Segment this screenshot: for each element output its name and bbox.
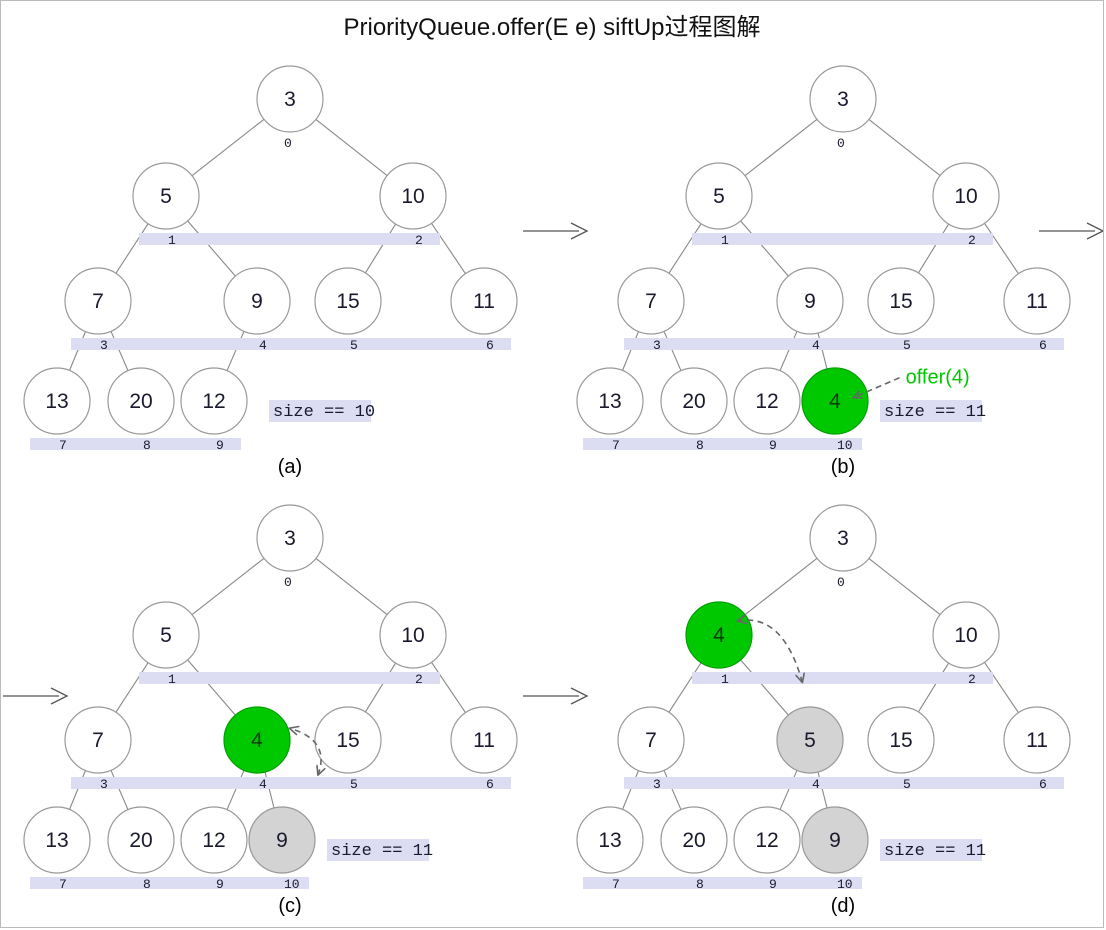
svg-text:7: 7 [645,290,657,313]
svg-text:3: 3 [653,777,661,792]
svg-text:size == 11: size == 11 [884,403,986,422]
svg-text:6: 6 [486,338,494,353]
svg-text:9: 9 [276,829,288,852]
svg-text:11: 11 [473,290,495,313]
svg-text:10: 10 [837,877,853,892]
svg-text:9: 9 [769,438,777,453]
svg-text:12: 12 [202,390,225,413]
svg-text:7: 7 [59,877,67,892]
svg-text:4: 4 [812,777,820,792]
svg-text:10: 10 [954,185,977,208]
svg-text:size == 10: size == 10 [273,403,375,422]
svg-text:11: 11 [1026,729,1048,752]
svg-text:8: 8 [143,877,151,892]
svg-text:13: 13 [45,829,68,852]
svg-text:4: 4 [251,729,263,752]
svg-text:size == 11: size == 11 [331,842,433,861]
svg-text:9: 9 [829,829,841,852]
svg-text:10: 10 [837,438,853,453]
svg-text:5: 5 [350,338,358,353]
svg-text:9: 9 [216,877,224,892]
svg-text:5: 5 [903,777,911,792]
svg-text:7: 7 [612,438,620,453]
svg-text:10: 10 [401,185,424,208]
svg-text:10: 10 [954,624,977,647]
svg-text:12: 12 [755,390,778,413]
svg-text:5: 5 [804,729,816,752]
svg-text:3: 3 [284,527,296,550]
svg-text:5: 5 [903,338,911,353]
svg-text:15: 15 [889,729,912,752]
svg-text:0: 0 [284,136,292,151]
svg-text:3: 3 [284,88,296,111]
svg-text:5: 5 [713,185,725,208]
svg-text:7: 7 [92,729,104,752]
svg-text:0: 0 [837,136,845,151]
svg-text:7: 7 [92,290,104,313]
svg-text:20: 20 [129,829,152,852]
svg-text:9: 9 [769,877,777,892]
svg-text:offer(4): offer(4) [906,367,970,389]
svg-text:5: 5 [350,777,358,792]
svg-text:15: 15 [336,290,359,313]
svg-text:15: 15 [336,729,359,752]
svg-text:9: 9 [216,438,224,453]
svg-text:3: 3 [837,527,849,550]
svg-text:11: 11 [473,729,495,752]
svg-text:20: 20 [682,390,705,413]
svg-text:3: 3 [100,777,108,792]
svg-text:15: 15 [889,290,912,313]
svg-text:7: 7 [59,438,67,453]
svg-text:10: 10 [401,624,424,647]
svg-text:13: 13 [598,829,621,852]
svg-text:8: 8 [696,877,704,892]
svg-text:2: 2 [968,672,976,687]
svg-text:(b): (b) [831,456,855,478]
svg-text:0: 0 [837,575,845,590]
svg-text:2: 2 [415,233,423,248]
svg-text:(d): (d) [831,895,855,917]
svg-text:1: 1 [168,672,176,687]
svg-text:10: 10 [284,877,300,892]
svg-text:7: 7 [612,877,620,892]
svg-text:1: 1 [168,233,176,248]
svg-text:4: 4 [713,624,725,647]
svg-text:5: 5 [160,185,172,208]
svg-text:4: 4 [259,777,267,792]
svg-text:1: 1 [721,233,729,248]
svg-text:size == 11: size == 11 [884,842,986,861]
svg-text:9: 9 [804,290,816,313]
svg-text:3: 3 [100,338,108,353]
svg-text:5: 5 [160,624,172,647]
svg-text:4: 4 [812,338,820,353]
svg-text:20: 20 [129,390,152,413]
svg-text:6: 6 [1039,777,1047,792]
svg-text:2: 2 [415,672,423,687]
svg-text:11: 11 [1026,290,1048,313]
svg-text:(a): (a) [278,456,302,478]
svg-text:(c): (c) [278,895,301,917]
svg-text:2: 2 [968,233,976,248]
svg-text:12: 12 [202,829,225,852]
svg-text:3: 3 [653,338,661,353]
svg-text:6: 6 [486,777,494,792]
svg-text:0: 0 [284,575,292,590]
svg-text:12: 12 [755,829,778,852]
svg-text:13: 13 [45,390,68,413]
svg-text:13: 13 [598,390,621,413]
svg-text:4: 4 [829,390,841,413]
svg-text:1: 1 [721,672,729,687]
svg-text:7: 7 [645,729,657,752]
svg-text:4: 4 [259,338,267,353]
svg-text:8: 8 [696,438,704,453]
svg-text:3: 3 [837,88,849,111]
svg-text:6: 6 [1039,338,1047,353]
svg-text:9: 9 [251,290,263,313]
svg-text:8: 8 [143,438,151,453]
svg-text:20: 20 [682,829,705,852]
